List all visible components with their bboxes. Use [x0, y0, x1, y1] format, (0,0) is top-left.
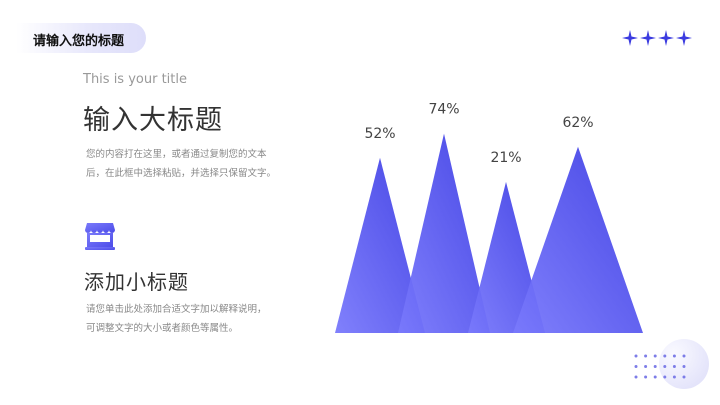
decor-dot — [682, 365, 686, 368]
star-icon — [640, 30, 656, 46]
triangle-bar — [468, 181, 545, 333]
star-icon — [622, 30, 638, 46]
decor-dot — [682, 354, 686, 358]
triangle-bar — [513, 146, 643, 333]
sub-line-1: 请您单击此处添加合适文字加以解释说明， — [86, 304, 267, 315]
decor-dot — [663, 354, 667, 358]
decor-dot — [634, 375, 638, 379]
decor-dot — [644, 365, 648, 368]
decor-dot — [663, 365, 667, 368]
shop-icon — [85, 223, 115, 250]
data-label: 21% — [490, 150, 521, 166]
decor-dot — [653, 365, 657, 368]
decor-dot — [644, 354, 648, 358]
header-tag: 请输入您的标题 — [16, 23, 146, 53]
subheading: 添加小标题 — [84, 270, 189, 294]
page-title: 输入大标题 — [83, 105, 223, 136]
decor-dot — [672, 354, 676, 358]
triangle-bar — [335, 157, 425, 333]
decor-dot — [672, 375, 676, 379]
data-label: 52% — [364, 126, 395, 142]
decor-dot — [653, 354, 657, 358]
stars-decoration — [622, 30, 692, 46]
sub-line-2: 可调整文字的大小或者颜色等属性。 — [86, 323, 239, 334]
decor-dot — [634, 354, 638, 358]
decor-dot — [634, 365, 638, 368]
decor-dot — [644, 375, 648, 379]
triangle-bar — [398, 133, 490, 333]
decor-dot — [682, 375, 686, 379]
star-icon — [676, 30, 692, 46]
data-label: 62% — [562, 115, 593, 131]
english-subtitle: This is your title — [83, 72, 187, 87]
body-line-1: 您的内容打在这里，或者通过复制您的文本 — [86, 149, 267, 160]
data-label: 74% — [428, 102, 459, 118]
header-tag-text: 请输入您的标题 — [33, 34, 125, 49]
decor-dot — [653, 375, 657, 379]
decor-dot — [672, 365, 676, 368]
star-icon — [658, 30, 674, 46]
decor-dot — [663, 375, 667, 379]
decor-circle — [659, 339, 709, 389]
body-line-2: 后，在此框中选择粘贴，并选择只保留文字。 — [86, 168, 277, 179]
